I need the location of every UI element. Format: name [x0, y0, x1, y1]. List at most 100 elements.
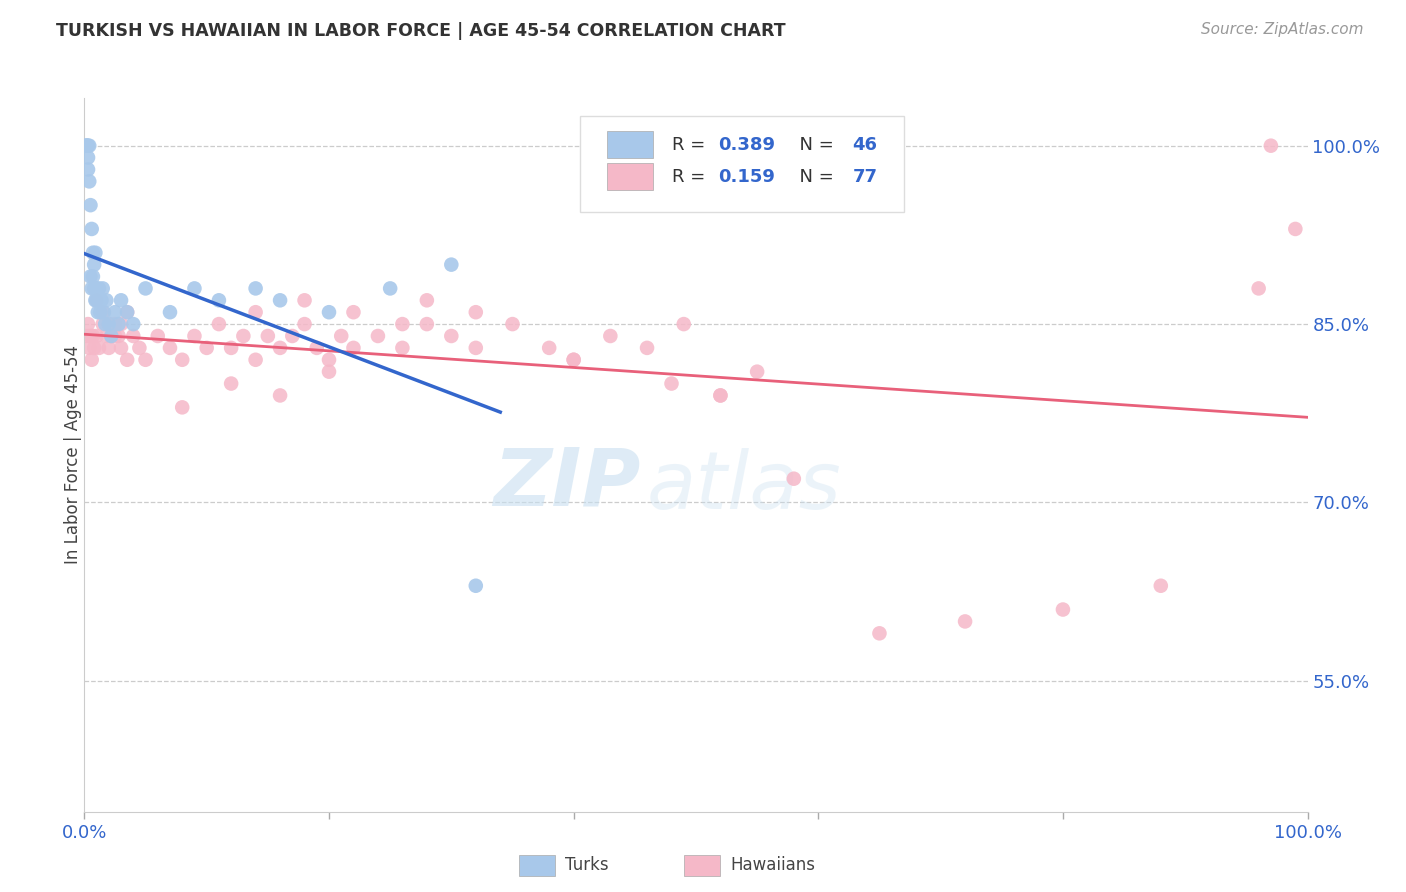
Point	[122, 317, 145, 331]
Point	[83, 258, 105, 272]
Point	[318, 305, 340, 319]
Text: 46: 46	[852, 136, 877, 153]
Point	[104, 305, 127, 319]
Point	[97, 317, 120, 331]
Point	[83, 281, 105, 295]
Point	[599, 329, 621, 343]
Point	[245, 305, 267, 319]
Text: Hawaiians: Hawaiians	[730, 856, 815, 874]
Point	[219, 341, 242, 355]
Point	[172, 352, 194, 367]
Point	[232, 329, 254, 343]
Point	[159, 341, 181, 355]
Point	[104, 329, 127, 343]
Point	[97, 341, 120, 355]
Point	[104, 317, 127, 331]
Point	[86, 281, 108, 295]
Text: 0.159: 0.159	[718, 168, 775, 186]
Text: TURKISH VS HAWAIIAN IN LABOR FORCE | AGE 45-54 CORRELATION CHART: TURKISH VS HAWAIIAN IN LABOR FORCE | AGE…	[56, 22, 786, 40]
Point	[208, 317, 231, 331]
Point	[709, 388, 731, 402]
Point	[440, 258, 463, 272]
Point	[416, 317, 439, 331]
Point	[91, 281, 114, 295]
Point	[257, 329, 280, 343]
FancyBboxPatch shape	[606, 163, 654, 190]
Point	[115, 305, 138, 319]
Point	[79, 329, 101, 343]
FancyBboxPatch shape	[683, 855, 720, 876]
Point	[672, 317, 695, 331]
Point	[80, 352, 103, 367]
Point	[76, 329, 98, 343]
Point	[76, 138, 98, 153]
Point	[87, 305, 110, 319]
Point	[219, 376, 242, 391]
Text: atlas: atlas	[647, 448, 842, 526]
Point	[440, 329, 463, 343]
Point	[1247, 281, 1270, 295]
Point	[77, 138, 100, 153]
Point	[110, 317, 132, 331]
Point	[869, 626, 891, 640]
Point	[100, 329, 122, 343]
Point	[464, 305, 486, 319]
Point	[86, 329, 108, 343]
Point	[305, 341, 328, 355]
FancyBboxPatch shape	[579, 116, 904, 212]
Point	[82, 329, 104, 343]
Point	[86, 293, 108, 308]
Text: R =: R =	[672, 168, 710, 186]
Point	[159, 305, 181, 319]
Point	[80, 222, 103, 236]
Point	[1052, 602, 1074, 616]
Point	[107, 317, 129, 331]
Point	[100, 329, 122, 343]
Text: N =: N =	[787, 168, 839, 186]
Point	[269, 341, 291, 355]
Text: Turks: Turks	[565, 856, 609, 874]
Point	[464, 579, 486, 593]
Point	[83, 341, 105, 355]
Point	[245, 281, 267, 295]
Point	[110, 341, 132, 355]
Point	[342, 305, 364, 319]
Point	[953, 615, 976, 629]
Point	[82, 245, 104, 260]
Point	[77, 138, 100, 153]
Point	[93, 305, 115, 319]
Point	[380, 281, 402, 295]
Point	[84, 245, 107, 260]
Point	[80, 281, 103, 295]
Point	[342, 341, 364, 355]
Point	[77, 341, 100, 355]
Point	[416, 293, 439, 308]
Point	[115, 305, 138, 319]
Point	[636, 341, 658, 355]
Point	[91, 305, 114, 319]
Point	[1260, 138, 1282, 153]
Point	[538, 341, 561, 355]
Text: Source: ZipAtlas.com: Source: ZipAtlas.com	[1201, 22, 1364, 37]
Point	[87, 281, 110, 295]
Point	[245, 352, 267, 367]
Point	[318, 352, 340, 367]
Point	[294, 317, 316, 331]
Point	[76, 138, 98, 153]
Point	[146, 329, 169, 343]
Point	[79, 269, 101, 284]
Point	[87, 341, 110, 355]
Point	[172, 401, 194, 415]
Point	[94, 317, 117, 331]
Point	[91, 317, 114, 331]
Point	[128, 341, 150, 355]
Point	[661, 376, 683, 391]
Point	[77, 151, 100, 165]
Point	[107, 329, 129, 343]
Point	[709, 388, 731, 402]
Y-axis label: In Labor Force | Age 45-54: In Labor Force | Age 45-54	[65, 345, 82, 565]
Point	[89, 305, 111, 319]
Point	[77, 317, 100, 331]
Point	[183, 281, 205, 295]
Point	[77, 174, 100, 188]
